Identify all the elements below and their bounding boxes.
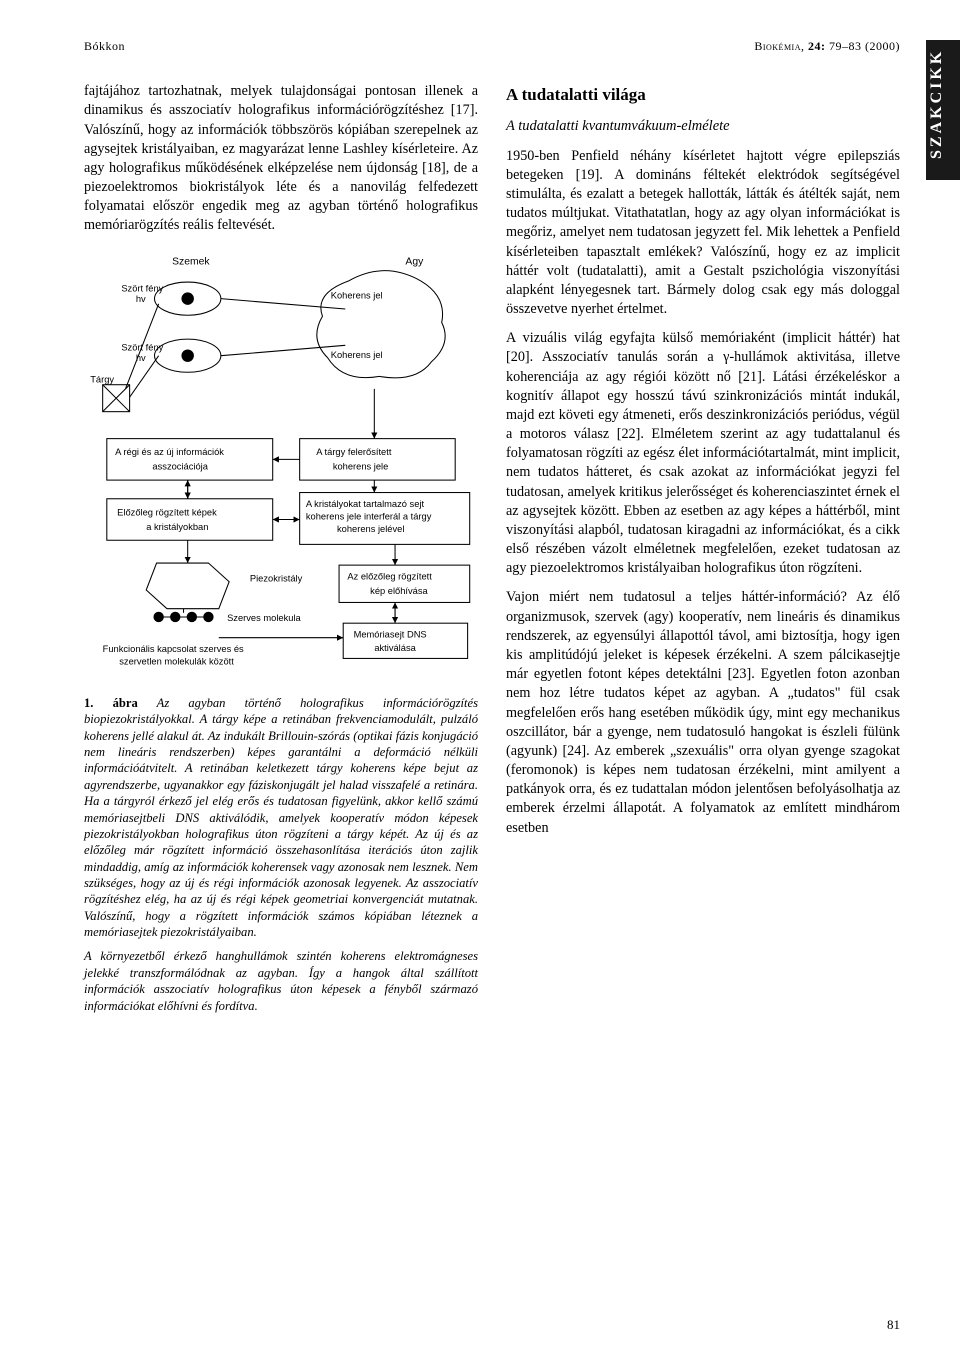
header-author: Bókkon: [84, 38, 125, 54]
svg-text:koherens jele: koherens jele: [333, 461, 389, 471]
section-subheading: A tudatalatti kvantumvákuum-elmélete: [506, 117, 900, 137]
svg-text:Előzőleg rögzített képek: Előzőleg rögzített képek: [117, 507, 217, 517]
section-heading: A tudatalatti világa: [506, 84, 900, 107]
header-journal-group: Biokémia, 24: 79–83 (2000): [754, 38, 900, 54]
figure-1-svg: .lbl { font: 10px sans-serif; } .lbls { …: [84, 252, 478, 687]
fig-label-targy: Tárgy: [90, 374, 114, 384]
running-head: Bókkon Biokémia, 24: 79–83 (2000): [84, 38, 900, 54]
fig-label-szemek: Szemek: [172, 256, 210, 267]
figure-1: .lbl { font: 10px sans-serif; } .lbls { …: [84, 252, 478, 1014]
svg-text:Memóriasejt DNS: Memóriasejt DNS: [354, 629, 427, 639]
fig-piezokristaly: [146, 563, 229, 609]
right-column: A tudatalatti világa A tudatalatti kvant…: [506, 82, 900, 1026]
left-para-1: fajtájához tartozhatnak, melyek tulajdon…: [84, 82, 478, 235]
svg-text:kép előhívása: kép előhívása: [370, 586, 428, 596]
fig-label-koherens-2: Koherens jel: [331, 349, 383, 359]
fig-label-szort-1: Szört fény: [121, 283, 163, 293]
fig-brain: [317, 270, 445, 377]
fig-label-piezo: Piezokristály: [250, 573, 303, 583]
fig-label-agy: Agy: [405, 256, 424, 267]
figure-1-caption-2: A környezetből érkező hanghullámok szint…: [84, 948, 478, 1013]
right-para-2: A vizuális világ egyfajta külső memóriak…: [506, 329, 900, 578]
fig-label-szerves: Szerves molekula: [227, 613, 301, 623]
svg-text:hv: hv: [136, 293, 146, 303]
svg-text:koherens jele interferál a tár: koherens jele interferál a tárgy: [306, 511, 432, 521]
fig-box-elozoleg: [107, 498, 273, 539]
fig-label-funkc-2: szervetlen molekulák között: [119, 656, 234, 666]
svg-text:Az előzőleg rögzített: Az előzőleg rögzített: [347, 571, 432, 581]
header-year: (2000): [865, 39, 900, 53]
svg-text:A tárgy felerősített: A tárgy felerősített: [316, 447, 392, 457]
figure-1-label: 1. ábra: [84, 696, 138, 710]
svg-text:aktiválása: aktiválása: [374, 643, 416, 653]
section-tab: SZAKCIKK: [926, 40, 960, 180]
header-journal: Biokémia: [754, 39, 801, 53]
fig-label-koherens-1: Koherens jel: [331, 290, 383, 300]
left-column: fajtájához tartozhatnak, melyek tulajdon…: [84, 82, 478, 1026]
svg-text:a kristályokban: a kristályokban: [146, 521, 208, 531]
figure-1-caption: 1. ábra Az agyban történő holografikus i…: [84, 695, 478, 940]
two-column-body: fajtájához tartozhatnak, melyek tulajdon…: [84, 82, 900, 1026]
figure-1-caption-text: Az agyban történő holografikus informáci…: [84, 696, 478, 939]
header-pages: 79–83: [829, 39, 862, 53]
fig-label-funkc-1: Funkcionális kapcsolat szerves és: [103, 644, 244, 654]
svg-text:A régi és az új információk: A régi és az új információk: [115, 447, 224, 457]
svg-text:koherens jelével: koherens jelével: [337, 524, 404, 534]
fig-box-assoc: [107, 438, 273, 479]
right-para-3: Vajon miért nem tudatosul a teljes hátté…: [506, 588, 900, 837]
page-number: 81: [887, 1316, 900, 1334]
svg-text:A kristályokat tartalmazó sejt: A kristályokat tartalmazó sejt: [306, 499, 425, 509]
right-para-1: 1950-ben Penfield néhány kísérletet hajt…: [506, 147, 900, 320]
header-volume: 24:: [808, 39, 826, 53]
svg-text:asszociációja: asszociációja: [152, 461, 208, 471]
fig-box-felerositett: [300, 438, 456, 479]
fig-szerves-molekula: [153, 611, 213, 621]
